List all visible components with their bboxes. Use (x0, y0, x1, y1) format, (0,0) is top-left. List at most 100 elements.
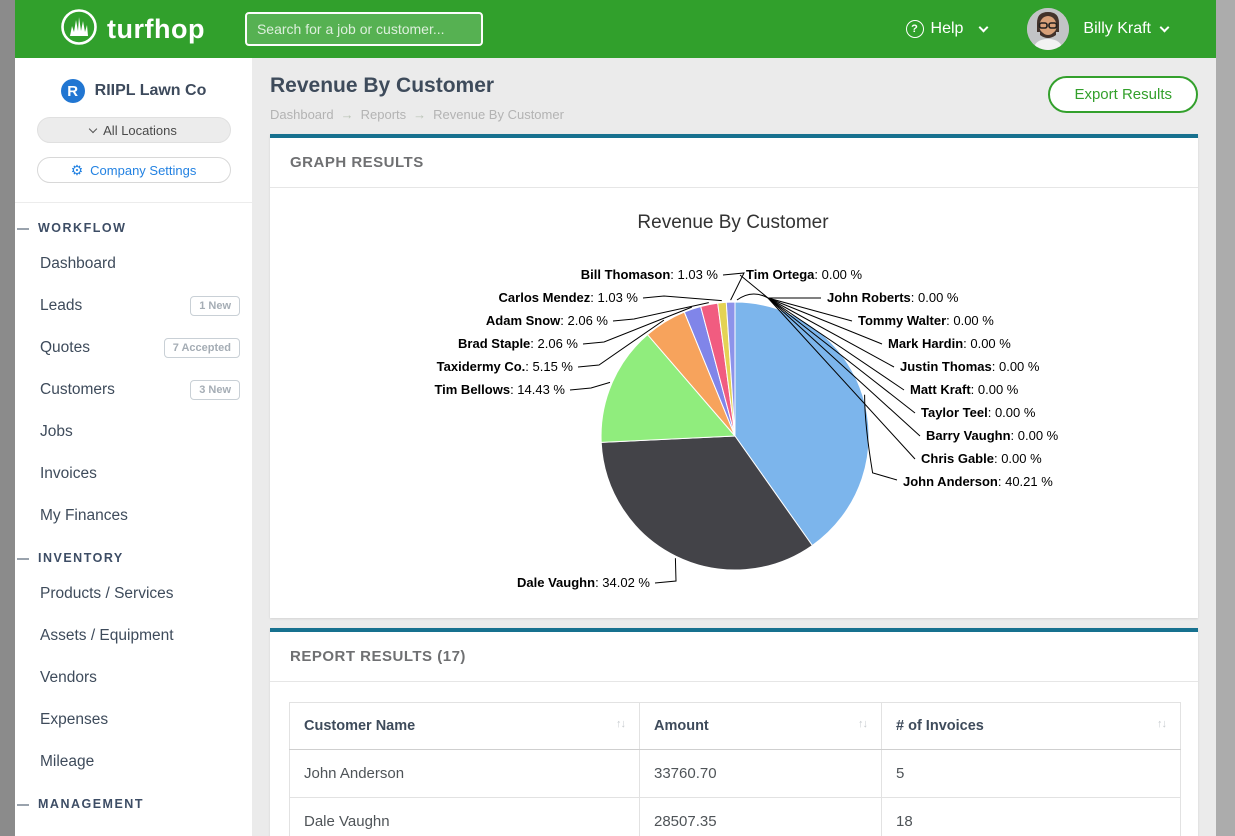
leader-line (767, 297, 853, 322)
leader-line (739, 274, 769, 299)
avatar[interactable] (1027, 8, 1070, 50)
export-results-button[interactable]: Export Results (1048, 76, 1198, 113)
help-icon: ? (905, 20, 924, 38)
breadcrumb-arrow-icon: → (340, 107, 354, 122)
leader-line (612, 302, 709, 322)
sidebar-item-products-services[interactable]: Products / Services (15, 573, 252, 615)
section-dash-icon (17, 228, 29, 230)
graph-results-panel: GRAPH RESULTS Revenue By Customer John An… (270, 134, 1198, 618)
pie-label: Matt Kraft: 0.00 % (910, 382, 1019, 397)
sidebar-item-label: Invoices (40, 465, 97, 482)
pie-label: Mark Hardin: 0.00 % (888, 336, 1011, 351)
grass-logo-icon (60, 8, 98, 51)
pie-slice-7[interactable] (725, 301, 736, 437)
graph-results-heading: GRAPH RESULTS (270, 138, 1198, 188)
turfhop-logo[interactable]: turfhop (60, 8, 205, 51)
sidebar-item-label: My Finances (40, 507, 128, 524)
sidebar-item-label: Mileage (40, 753, 95, 770)
leader-line (577, 319, 665, 368)
breadcrumb-arrow-icon: → (413, 107, 427, 122)
pie-chart-svg: Revenue By Customer John Anderson: 40.21 … (434, 212, 1059, 590)
column-label: Amount (654, 718, 709, 734)
sort-icon[interactable]: ↑↓ (1157, 718, 1167, 730)
sidebar-item-mileage[interactable]: Mileage (15, 741, 252, 783)
table-row[interactable]: Dale Vaughn 28507.35 18 (289, 797, 1181, 836)
pie-label: Taylor Teel: 0.00 % (921, 405, 1036, 420)
revenue-pie-chart: Revenue By Customer John Anderson: 40.21 … (270, 188, 1197, 618)
column-header[interactable]: Customer Name ↑↓ (289, 702, 640, 750)
app-window: turfhop ? Help Bill (15, 0, 1216, 836)
pie-label: Carlos Mendez: 1.03 % (499, 290, 639, 305)
breadcrumb: Dashboard → Reports → Revenue By Customer (270, 107, 1198, 122)
sort-icon[interactable]: ↑↓ (616, 718, 626, 730)
breadcrumb-item[interactable]: Dashboard (270, 107, 334, 122)
table-cell: 18 (881, 797, 1181, 836)
pie-label: Chris Gable: 0.00 % (921, 451, 1042, 466)
pie-label: Tim Bellows: 14.43 % (434, 382, 565, 397)
pie-label: Taxidermy Co.: 5.15 % (437, 359, 574, 374)
breadcrumb-item[interactable]: Reports (360, 107, 407, 122)
sidebar-item-label: Vendors (40, 669, 97, 686)
sort-icon[interactable]: ↑↓ (858, 718, 868, 730)
sidebar-item-quotes[interactable]: Quotes 7 Accepted (15, 327, 252, 369)
report-results-panel: REPORT RESULTS (17) Customer Name ↑↓ Amoun… (270, 628, 1198, 836)
column-label: # of Invoices (896, 718, 984, 734)
report-table-header-row: Customer Name ↑↓ Amount ↑↓ # of Invoices ↑↓ (289, 702, 1181, 750)
table-cell: 5 (881, 749, 1181, 798)
chart-title: Revenue By Customer (637, 212, 829, 233)
company-header: R RIIPL Lawn Co (15, 79, 252, 103)
sidebar-item-label: Expenses (40, 711, 109, 728)
company-name: RIIPL Lawn Co (94, 82, 207, 99)
help-menu[interactable]: ? Help (905, 20, 989, 38)
pie-slice-1[interactable] (600, 435, 813, 571)
chevron-down-icon (88, 124, 98, 133)
location-selector-label: All Locations (103, 122, 177, 138)
user-menu[interactable]: Billy Kraft (1083, 20, 1151, 37)
sidebar-item-label: Quotes (40, 339, 90, 356)
sidebar-item-expenses[interactable]: Expenses (15, 699, 252, 741)
column-header[interactable]: # of Invoices ↑↓ (881, 702, 1181, 750)
sidebar-item-badge: 1 New (190, 296, 240, 316)
sidebar-item-my-finances[interactable]: My Finances (15, 495, 252, 537)
sidebar-item-jobs[interactable]: Jobs (15, 411, 252, 453)
sidebar-section-heading: MANAGEMENT (15, 783, 252, 819)
company-settings-button[interactable]: ⚙ Company Settings (36, 157, 231, 183)
pie-slice-2[interactable] (600, 333, 737, 443)
sidebar-section-heading: INVENTORY (15, 537, 252, 573)
sidebar-item-label: Dashboard (40, 255, 116, 272)
location-selector[interactable]: All Locations (36, 117, 231, 143)
sidebar-item-badge: 7 Accepted (163, 338, 240, 358)
column-header[interactable]: Amount ↑↓ (639, 702, 882, 750)
pie-label: Justin Thomas: 0.00 % (900, 359, 1040, 374)
sidebar-item-leads[interactable]: Leads 1 New (15, 285, 252, 327)
report-table-wrap: Customer Name ↑↓ Amount ↑↓ # of Invoices ↑↓ J… (270, 682, 1198, 836)
leader-line (767, 297, 895, 368)
pie-label: Barry Vaughn: 0.00 % (926, 428, 1059, 443)
help-label: Help (930, 20, 964, 37)
sidebar-section-heading: WORKFLOW (15, 207, 252, 243)
sidebar-item-badge: 3 New (190, 380, 240, 400)
pie-label: Tim Ortega: 0.00 % (746, 267, 863, 282)
pie-label: Bill Thomason: 1.03 % (581, 267, 719, 282)
sidebar-nav: WORKFLOW Dashboard Leads 1 New Quotes 7 Accep… (15, 202, 252, 819)
sidebar-item-label: Assets / Equipment (40, 627, 174, 644)
gear-icon: ⚙ (70, 162, 84, 178)
pie-label: Adam Snow: 2.06 % (486, 313, 609, 328)
leader-line (767, 297, 916, 460)
table-cell: John Anderson (289, 749, 640, 798)
window-scrollbar-right[interactable] (1216, 0, 1235, 836)
sidebar-item-invoices[interactable]: Invoices (15, 453, 252, 495)
section-dash-icon (17, 804, 29, 806)
table-cell: 33760.70 (639, 749, 882, 798)
chevron-down-icon[interactable] (1159, 22, 1170, 32)
window-edge-left (0, 0, 15, 836)
sidebar-item-assets-equipment[interactable]: Assets / Equipment (15, 615, 252, 657)
table-row[interactable]: John Anderson 33760.70 5 (289, 749, 1181, 798)
breadcrumb-item: Revenue By Customer (433, 107, 564, 122)
pie-label: John Roberts: 0.00 % (827, 290, 959, 305)
sidebar-item-customers[interactable]: Customers 3 New (15, 369, 252, 411)
sidebar-item-dashboard[interactable]: Dashboard (15, 243, 252, 285)
sidebar-item-vendors[interactable]: Vendors (15, 657, 252, 699)
search-input[interactable] (244, 12, 483, 46)
report-results-heading: REPORT RESULTS (17) (270, 632, 1198, 682)
